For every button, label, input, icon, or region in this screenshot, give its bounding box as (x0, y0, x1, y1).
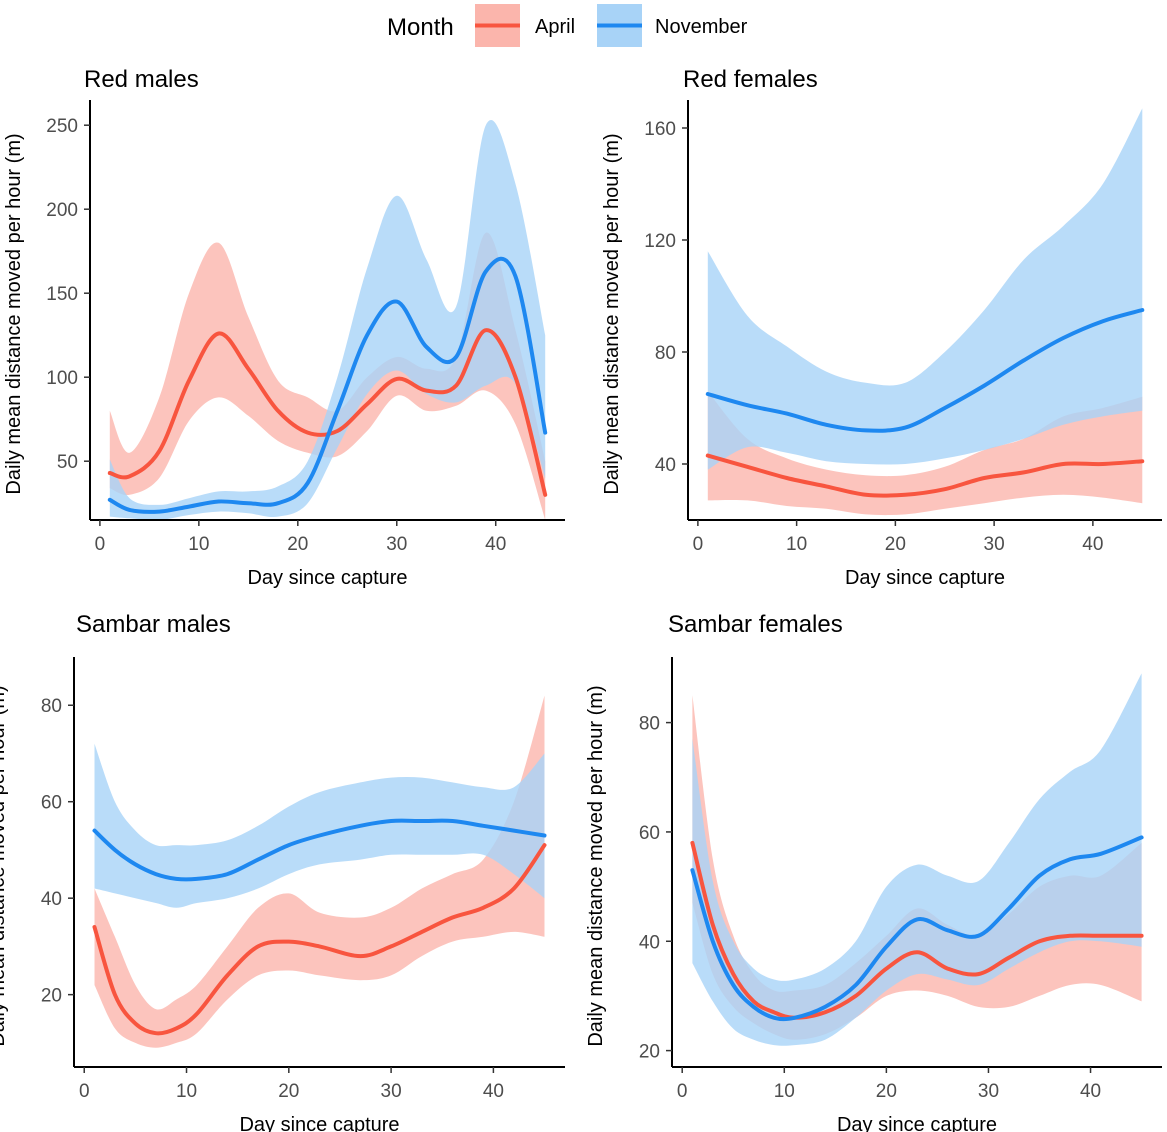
x-tick-label: 10 (188, 534, 209, 555)
panel-title: Red males (84, 66, 199, 93)
legend-label-november: November (655, 16, 748, 38)
y-axis-title: Daily mean distance moved per hour (m) (3, 133, 25, 494)
panel-red-males: Red males 0 10 20 30 40 50 100 150 200 250 Day sinc… (3, 66, 565, 589)
x-tick-label: 40 (1080, 1081, 1101, 1102)
x-axis-title: Day since capture (247, 567, 407, 589)
x-tick-label: 40 (1082, 534, 1103, 555)
y-tick-label: 120 (644, 231, 676, 252)
y-tick-label: 80 (639, 714, 660, 735)
x-tick-label: 40 (485, 534, 506, 555)
plot-area (690, 673, 1144, 1046)
x-tick-label: 20 (287, 534, 308, 555)
series-line-november (690, 835, 1144, 1022)
series-line-april (690, 840, 1144, 1020)
series-line-april (92, 843, 547, 1036)
legend-entry-april: April (475, 4, 575, 47)
panel-sambar-males: Sambar males 0 10 20 30 40 20 40 60 80 Day since c… (0, 611, 565, 1132)
y-tick-label: 80 (41, 696, 62, 717)
plot-area (107, 120, 548, 521)
y-tick-label: 250 (46, 116, 78, 137)
ci-band-april (109, 232, 546, 520)
plot-area (705, 108, 1145, 516)
y-axis-title: Daily mean distance moved per hour (m) (585, 685, 607, 1046)
x-tick-label: 30 (381, 1081, 402, 1102)
y-axis-title: Daily mean distance moved per hour (m) (0, 685, 9, 1046)
ci-band-november (692, 673, 1142, 1046)
panel-red-females: Red females 0 10 20 30 40 40 80 120 160 Day since … (601, 66, 1162, 589)
series-line-april (705, 453, 1145, 498)
y-tick-label: 160 (644, 119, 676, 140)
x-tick-label: 20 (278, 1081, 299, 1102)
y-tick-label: 40 (639, 932, 660, 953)
y-tick-label: 40 (655, 455, 676, 476)
y-axis-title: Daily mean distance moved per hour (m) (601, 133, 623, 494)
ci-band-november (109, 120, 546, 521)
series-line-november (107, 256, 548, 514)
panel-title: Red females (683, 66, 818, 93)
legend: Month April November (387, 4, 748, 47)
x-tick-label: 0 (79, 1081, 90, 1102)
y-tick-label: 20 (639, 1042, 660, 1063)
y-tick-label: 50 (57, 452, 78, 473)
y-tick-label: 150 (46, 284, 78, 305)
y-tick-label: 80 (655, 343, 676, 364)
x-tick-label: 20 (885, 534, 906, 555)
x-tick-label: 30 (978, 1081, 999, 1102)
y-tick-label: 60 (41, 793, 62, 814)
x-tick-label: 40 (483, 1081, 504, 1102)
plot-area (92, 695, 547, 1048)
y-tick-label: 20 (41, 986, 62, 1007)
x-tick-label: 10 (774, 1081, 795, 1102)
x-tick-label: 10 (176, 1081, 197, 1102)
panel-title: Sambar males (76, 611, 231, 638)
y-tick-label: 100 (46, 368, 78, 389)
x-tick-label: 0 (693, 534, 704, 555)
series-line-november (92, 818, 547, 882)
x-tick-label: 0 (677, 1081, 688, 1102)
legend-title: Month (387, 14, 454, 41)
x-tick-label: 30 (984, 534, 1005, 555)
y-tick-label: 40 (41, 889, 62, 910)
x-tick-label: 0 (95, 534, 106, 555)
panel-title: Sambar females (668, 611, 843, 638)
x-axis-title: Day since capture (845, 567, 1005, 589)
series-line-november (705, 308, 1145, 433)
ci-band-april (94, 695, 545, 1048)
x-tick-label: 10 (786, 534, 807, 555)
ci-band-november (707, 108, 1143, 470)
x-axis-title: Day since capture (837, 1114, 997, 1132)
x-tick-label: 20 (876, 1081, 897, 1102)
y-tick-label: 200 (46, 200, 78, 221)
panel-sambar-females: Sambar females 0 10 20 30 40 20 40 60 80 Day since… (585, 611, 1162, 1132)
y-tick-label: 60 (639, 823, 660, 844)
legend-label-april: April (535, 16, 575, 38)
ci-band-november (94, 743, 545, 908)
x-axis-title: Day since capture (239, 1114, 399, 1132)
x-tick-label: 30 (386, 534, 407, 555)
legend-entry-november: November (597, 4, 748, 47)
